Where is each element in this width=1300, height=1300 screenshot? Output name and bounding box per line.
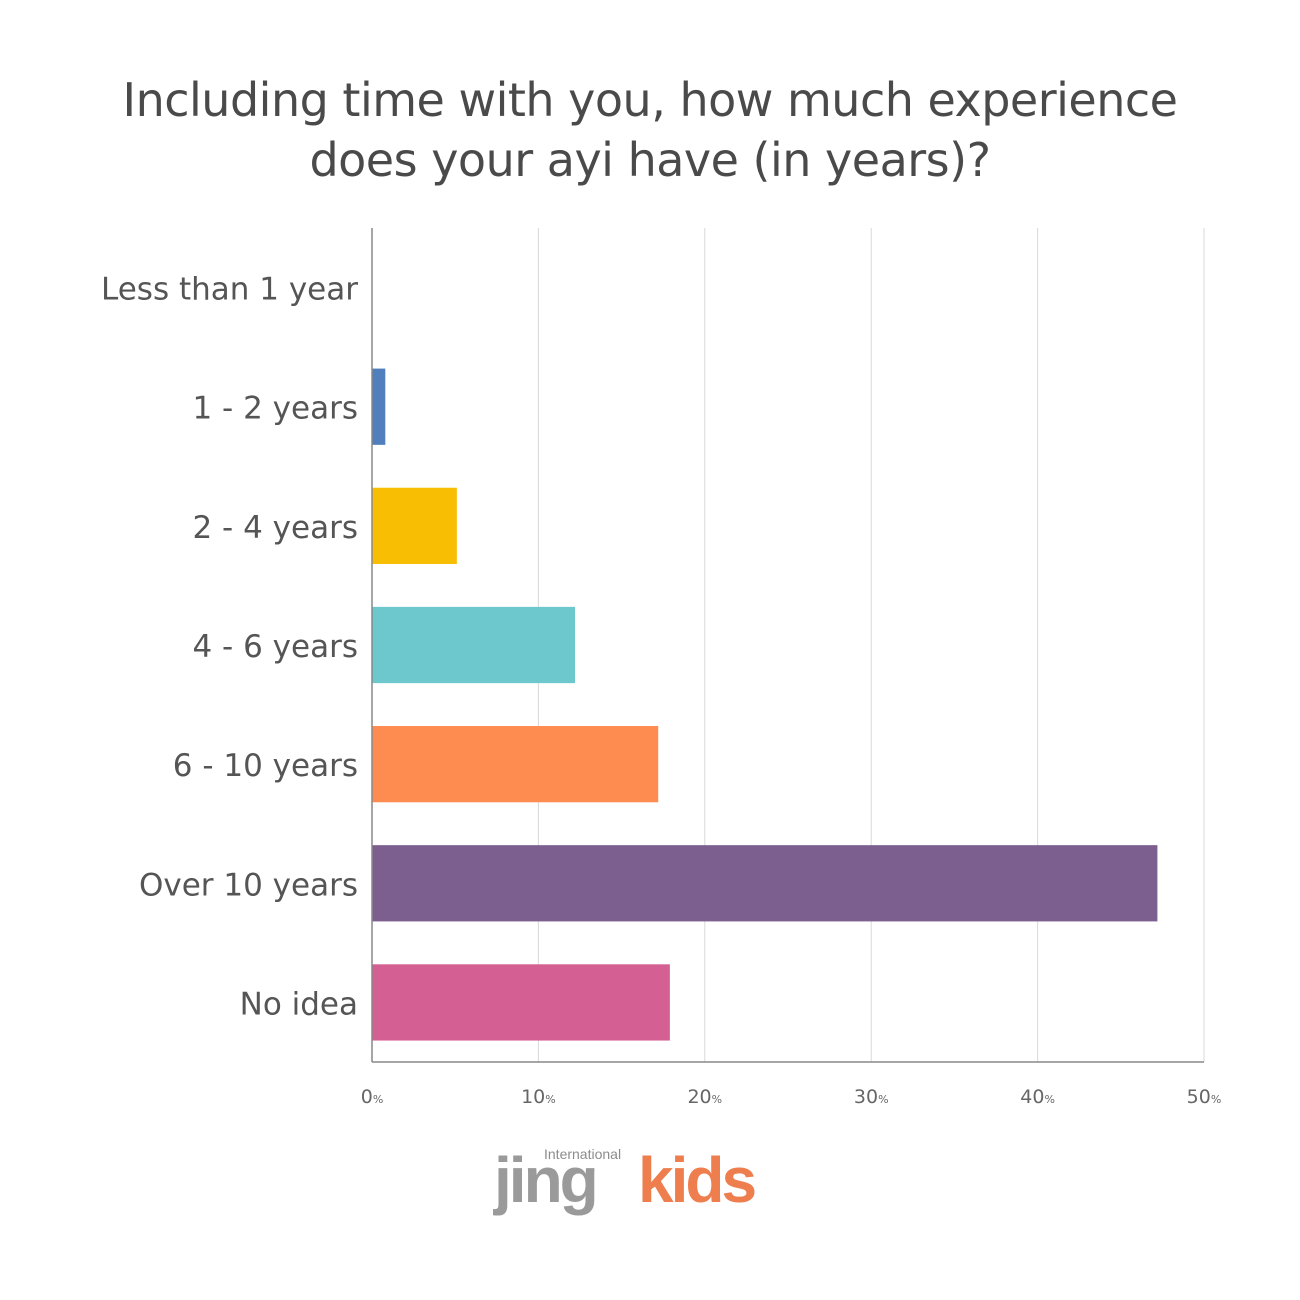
category-label: Less than 1 year: [101, 272, 358, 308]
x-tick-label: 30%: [854, 1086, 889, 1108]
bar: [372, 487, 457, 564]
logo-kids-text: kids: [638, 1144, 757, 1216]
gridlines: [537, 228, 1205, 1062]
logo-jing-text: jing: [494, 1144, 599, 1216]
x-tick-label: 0%: [361, 1086, 384, 1108]
category-label: Over 10 years: [139, 867, 358, 903]
logo-international-text: International: [544, 1146, 622, 1162]
category-label: No idea: [240, 986, 358, 1022]
category-label: 2 - 4 years: [192, 510, 358, 546]
bar: [372, 845, 1158, 922]
jingkids-logo: International jing kids: [494, 1142, 814, 1232]
category-label: 6 - 10 years: [173, 748, 358, 784]
bar: [372, 726, 659, 803]
category-label: 4 - 6 years: [192, 629, 358, 665]
x-tick-label: 20%: [687, 1086, 722, 1108]
bars: [372, 368, 1158, 1041]
bar: [372, 368, 386, 445]
x-tick-label: 10%: [521, 1086, 556, 1108]
category-labels: Less than 1 year 1 - 2 years 2 - 4 years 4 …: [101, 272, 358, 1023]
chart-title-line-1: Including time with you, how much experi…: [122, 73, 1178, 127]
category-label: 1 - 2 years: [192, 391, 358, 427]
chart-title-line-2: does your ayi have (in years)?: [309, 133, 991, 187]
bar: [372, 606, 576, 684]
x-tick-label: 50%: [1187, 1086, 1222, 1108]
chart-title: Including time with you, how much experi…: [0, 70, 1300, 190]
axes: [371, 228, 1204, 1063]
x-tick-label: 40%: [1020, 1086, 1055, 1108]
tick-labels: 0% 10% 20% 30% 40% 50%: [361, 1086, 1222, 1108]
bar: [372, 964, 670, 1041]
